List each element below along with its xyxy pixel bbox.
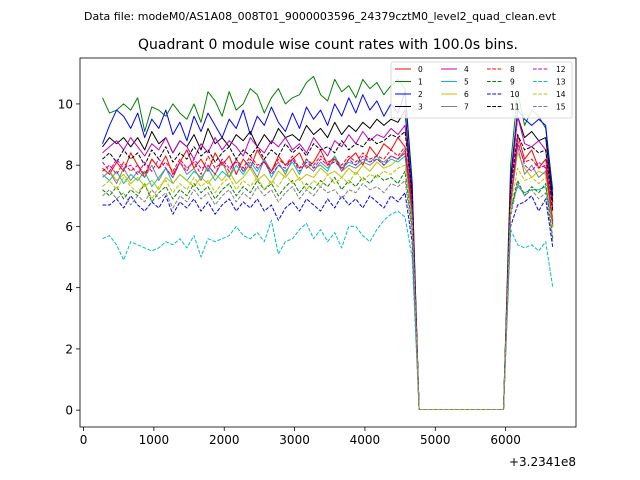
plot-area <box>79 57 577 428</box>
x-tick-label: 6000 <box>490 433 521 447</box>
legend-label: 6 <box>464 90 469 99</box>
series-layer <box>102 75 554 410</box>
legend-label: 13 <box>556 77 566 86</box>
chart-title: Quadrant 0 module wise count rates with … <box>138 37 518 53</box>
x-axis: 0 1000 2000 3000 4000 5000 6000 <box>80 427 521 447</box>
x-tick-label: 1000 <box>139 433 170 447</box>
legend-label: 7 <box>464 102 469 111</box>
x-tick-label: 3000 <box>279 433 310 447</box>
x-tick-label: 4000 <box>350 433 381 447</box>
legend-label: 9 <box>510 77 515 86</box>
legend-item-9: 9 <box>487 77 515 86</box>
x-axis-offset-label: +3.2341e8 <box>509 455 576 469</box>
x-tick-label: 0 <box>80 433 88 447</box>
legend-item-5: 5 <box>441 77 469 86</box>
legend-label: 1 <box>418 77 423 86</box>
legend-label: 0 <box>418 65 423 74</box>
y-tick-label: 0 <box>65 404 73 418</box>
legend-item-1: 1 <box>395 77 423 86</box>
x-tick-label: 5000 <box>420 433 451 447</box>
y-tick-label: 2 <box>65 342 73 356</box>
legend-label: 4 <box>464 65 469 74</box>
y-tick-label: 4 <box>65 281 73 295</box>
legend-label: 10 <box>510 90 520 99</box>
figure-suptitle: Data file: modeM0/AS1A08_008T01_90000035… <box>84 10 557 23</box>
legend-label: 3 <box>418 102 423 111</box>
legend-item-8: 8 <box>487 65 515 74</box>
legend-label: 12 <box>556 65 566 74</box>
legend-label: 2 <box>418 90 423 99</box>
legend-item-2: 2 <box>395 90 423 99</box>
legend-item-6: 6 <box>441 90 469 99</box>
legend-box <box>390 61 573 119</box>
y-axis: 0 2 4 6 8 10 <box>58 97 80 418</box>
legend-item-3: 3 <box>395 102 423 111</box>
legend-item-0: 0 <box>395 65 423 74</box>
legend-item-15: 15 <box>533 102 566 111</box>
axes-border <box>79 57 577 428</box>
x-tick-label: 2000 <box>209 433 240 447</box>
y-tick-label: 6 <box>65 220 73 234</box>
legend-item-13: 13 <box>533 77 566 86</box>
y-tick-label: 8 <box>65 159 73 173</box>
legend-item-11: 11 <box>487 102 520 111</box>
legend-item-10: 10 <box>487 90 520 99</box>
series-line-14 <box>102 164 554 410</box>
legend-item-12: 12 <box>533 65 566 74</box>
legend-item-4: 4 <box>441 65 469 74</box>
series-line-10 <box>102 192 554 410</box>
series-line-8 <box>102 143 554 410</box>
legend-label: 5 <box>464 77 469 86</box>
legend-label: 14 <box>556 90 566 99</box>
legend-label: 15 <box>556 102 566 111</box>
y-tick-label: 10 <box>58 97 73 111</box>
legend-label: 8 <box>510 65 515 74</box>
legend-item-14: 14 <box>533 90 566 99</box>
series-line-15 <box>102 180 554 410</box>
legend-label: 11 <box>510 102 520 111</box>
legend-item-7: 7 <box>441 102 469 111</box>
